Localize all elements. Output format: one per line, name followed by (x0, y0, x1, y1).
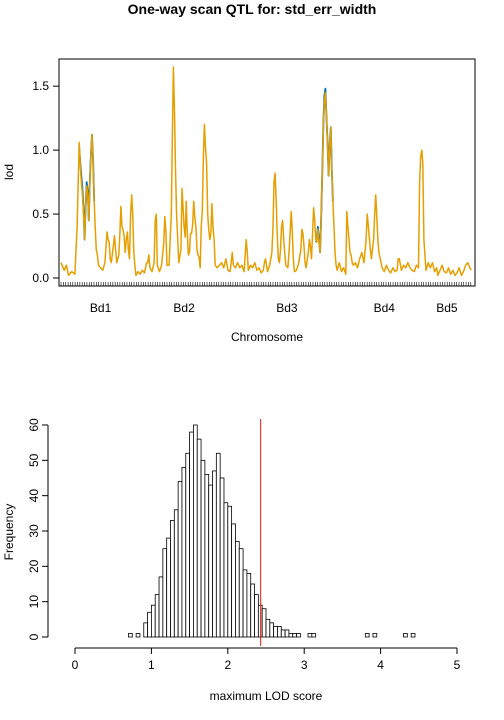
lod-y-tick-label: 1.5 (32, 79, 49, 93)
histogram-bar (250, 583, 255, 638)
lod-plot: 0.00.51.01.5 Bd1 Bd2 Bd3 Bd4 Bd5 Chromosome … (2, 58, 476, 344)
histogram-bar (284, 629, 290, 638)
histogram-bar (273, 626, 278, 638)
histogram-bar (235, 541, 240, 638)
histogram-bar (231, 523, 236, 638)
histogram-bar (208, 484, 213, 638)
histogram-x-tick-label: 3 (301, 658, 308, 672)
histogram-bar (185, 452, 190, 638)
lod-y-axis-label: lod (2, 164, 16, 180)
histogram-bar (261, 608, 267, 638)
histogram-bar (162, 548, 168, 638)
histogram-bars (128, 424, 416, 638)
histogram-bar (254, 594, 259, 638)
histogram-x-axis: 0 1 2 3 4 5 (72, 647, 461, 672)
histogram-bar (128, 633, 133, 638)
histogram-bar (364, 633, 370, 638)
histogram-bar (200, 459, 206, 638)
histogram-bar (158, 576, 164, 638)
lod-curve (60, 66, 472, 277)
histogram-x-tick-label: 1 (148, 658, 155, 672)
chromosome-label: Bd5 (436, 301, 458, 315)
histogram-y-tick-label: 10 (27, 595, 41, 609)
lod-y-axis: 0.0 0.5 1.0 1.5 (32, 79, 60, 285)
lod-plot-frame (58, 58, 476, 287)
histogram-bar (143, 622, 148, 638)
histogram-x-tick-label: 5 (454, 658, 461, 672)
histogram-bar (410, 633, 416, 638)
histogram-bar (181, 466, 187, 638)
histogram-y-tick-label: 0 (27, 633, 41, 640)
histogram-bar (150, 604, 156, 638)
histogram-y-tick-label: 50 (27, 453, 41, 467)
histogram-x-tick-label: 0 (72, 658, 79, 672)
chromosome-label: Bd4 (374, 301, 396, 315)
histogram-bar (173, 509, 179, 638)
histogram-bar (246, 573, 252, 638)
histogram-bar (296, 633, 301, 638)
histogram-bar (403, 633, 408, 638)
histogram-bar (372, 633, 378, 638)
chromosome-label: Bd1 (90, 301, 112, 315)
lod-y-tick-label: 0.5 (32, 207, 49, 221)
histogram-y-axis: 0 10 20 30 40 50 60 (27, 418, 49, 640)
histogram-bar (177, 481, 183, 638)
histogram-bar (288, 633, 294, 638)
histogram-bar (265, 618, 271, 638)
histogram-bar (277, 626, 282, 638)
histogram-bar (280, 629, 286, 638)
histogram-bar (227, 505, 233, 638)
histogram-y-tick-label: 20 (27, 559, 41, 573)
histogram-bar (215, 452, 221, 638)
lod-series-group (60, 66, 472, 277)
histogram-bar (223, 502, 229, 638)
histogram-bar (193, 424, 198, 638)
histogram-bar (154, 594, 160, 638)
histogram-bar (147, 611, 152, 638)
histogram-bar (219, 477, 225, 638)
histogram-bar (170, 520, 175, 638)
lod-y-tick-label: 0.0 (32, 271, 49, 285)
histogram-bar (292, 633, 297, 638)
histogram-x-tick-label: 2 (224, 658, 231, 672)
histogram-bar (189, 431, 194, 638)
histogram-y-axis-label: Frequency (2, 504, 16, 561)
histogram-bar (166, 537, 171, 638)
histogram-bar (269, 622, 275, 638)
lod-y-tick-label: 1.0 (32, 143, 49, 157)
chart-title: One-way scan QTL for: std_err_width (128, 1, 377, 17)
histogram-y-tick-label: 40 (27, 489, 41, 503)
histogram-plot: 0 1 2 3 4 5 0 10 20 30 40 50 60 maximum LOD score F… (2, 418, 461, 703)
histogram-y-tick-label: 30 (27, 524, 41, 538)
histogram-bar (311, 633, 317, 638)
histogram-bar (135, 633, 141, 638)
histogram-x-tick-label: 4 (377, 658, 384, 672)
histogram-y-tick-label: 60 (27, 418, 41, 432)
lod-x-axis-label: Chromosome (231, 330, 303, 344)
histogram-bar (238, 548, 244, 638)
histogram-x-axis-label: maximum LOD score (210, 689, 323, 703)
chromosome-label: Bd2 (173, 301, 195, 315)
histogram-bar (307, 633, 313, 638)
histogram-bar (196, 438, 202, 638)
marker-rug (60, 282, 472, 286)
histogram-bar (242, 569, 248, 638)
chromosome-labels: Bd1 Bd2 Bd3 Bd4 Bd5 (90, 301, 458, 315)
histogram-bar (212, 470, 217, 638)
chromosome-label: Bd3 (276, 301, 298, 315)
histogram-bar (204, 474, 210, 638)
